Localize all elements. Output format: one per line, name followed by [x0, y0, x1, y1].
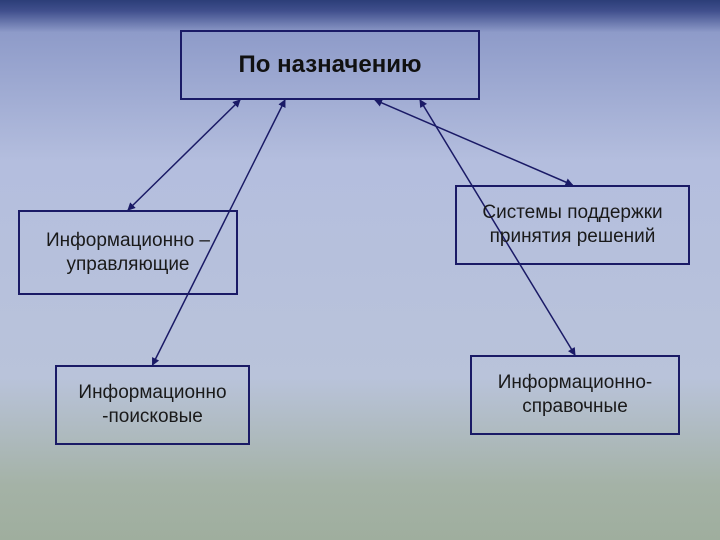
node-label: Информационно -поисковые	[65, 381, 240, 429]
node-n2: Информационно -поисковые	[55, 365, 250, 445]
node-label: Системы поддержки принятия решений	[465, 201, 680, 249]
node-label: Информационно-справочные	[480, 371, 670, 419]
node-root: По назначению	[180, 30, 480, 100]
diagram-canvas: По назначению Информационно – управляющие…	[0, 0, 720, 540]
node-n1: Информационно – управляющие	[18, 210, 238, 295]
node-label: По назначению	[239, 50, 422, 80]
node-n4: Информационно-справочные	[470, 355, 680, 435]
node-n3: Системы поддержки принятия решений	[455, 185, 690, 265]
edge-root-n3	[375, 100, 573, 185]
edge-root-n1	[128, 100, 240, 210]
node-label: Информационно – управляющие	[28, 229, 228, 277]
